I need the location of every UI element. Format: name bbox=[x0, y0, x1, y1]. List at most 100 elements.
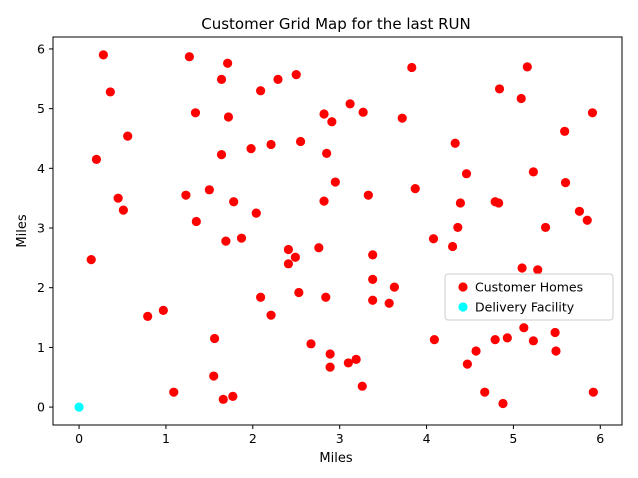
customer-home-point bbox=[358, 107, 368, 117]
legend: Customer Homes Delivery Facility bbox=[444, 273, 614, 321]
customer-home-point bbox=[428, 234, 439, 244]
customer-home-point bbox=[551, 346, 561, 356]
customer-home-point bbox=[502, 333, 512, 343]
customer-home-point bbox=[389, 282, 399, 292]
customer-home-point bbox=[216, 74, 227, 84]
customer-home-point bbox=[582, 215, 592, 225]
y-tick-label: 4 bbox=[37, 161, 45, 176]
customer-home-point bbox=[190, 108, 201, 118]
customer-home-point bbox=[351, 354, 361, 364]
customer-home-point bbox=[113, 193, 123, 203]
legend-box bbox=[444, 273, 614, 321]
customer-home-point bbox=[191, 216, 201, 227]
customer-home-point bbox=[218, 394, 228, 404]
customer-home-point bbox=[123, 131, 133, 141]
customer-home-point bbox=[587, 108, 598, 118]
customer-home-point bbox=[216, 149, 227, 160]
customer-home-point bbox=[574, 206, 585, 216]
axis-ticks: 0 1 2 3 4 5 6 0 1 2 3 4 5 6 bbox=[37, 41, 604, 446]
customer-home-point bbox=[105, 87, 115, 97]
customer-home-point bbox=[98, 50, 108, 60]
customer-home-point bbox=[223, 58, 233, 68]
customer-home-point bbox=[322, 148, 332, 158]
customer-home-point bbox=[158, 305, 168, 315]
customer-home-point bbox=[229, 197, 239, 207]
customer-home-point bbox=[522, 62, 532, 72]
customer-home-point bbox=[410, 184, 420, 194]
customer-home-point bbox=[169, 387, 179, 397]
plot-area-frame bbox=[52, 36, 623, 426]
customer-home-point bbox=[321, 292, 331, 302]
customer-home-point bbox=[283, 244, 294, 255]
y-tick-label: 1 bbox=[37, 340, 45, 355]
customer-home-point bbox=[330, 177, 340, 187]
customer-home-point bbox=[397, 113, 407, 123]
customer-home-point bbox=[209, 371, 219, 381]
y-tick-label: 0 bbox=[37, 400, 45, 415]
customer-home-point bbox=[560, 178, 571, 188]
customer-home-point bbox=[368, 295, 378, 305]
customer-home-point bbox=[480, 387, 490, 397]
customer-home-point bbox=[143, 311, 153, 321]
customer-home-point bbox=[290, 252, 300, 262]
customer-home-point bbox=[343, 358, 353, 368]
customer-home-point bbox=[294, 287, 304, 298]
customer-home-point bbox=[221, 236, 231, 246]
customer-home-point bbox=[118, 205, 128, 215]
customer-home-point bbox=[550, 327, 560, 338]
y-tick-label: 6 bbox=[37, 41, 45, 56]
customer-home-point bbox=[429, 335, 439, 345]
customer-home-point bbox=[291, 70, 301, 80]
customer-home-point bbox=[494, 84, 505, 94]
customer-home-point bbox=[184, 52, 194, 62]
y-tick-label: 5 bbox=[37, 101, 45, 116]
delivery-facility-point bbox=[74, 402, 84, 412]
customer-home-point bbox=[519, 323, 529, 333]
customer-home-point bbox=[528, 167, 538, 177]
customer-home-point bbox=[319, 109, 329, 119]
legend-entry-label: Delivery Facility bbox=[475, 300, 575, 315]
legend-entry-label: Customer Homes bbox=[475, 280, 583, 295]
customer-home-point bbox=[560, 126, 570, 136]
customer-home-point bbox=[246, 144, 256, 154]
customer-home-point bbox=[462, 359, 472, 369]
y-axis-label: Miles bbox=[15, 214, 30, 247]
customer-home-point bbox=[498, 398, 508, 409]
customer-home-point bbox=[86, 255, 96, 265]
customer-home-point bbox=[517, 263, 527, 273]
legend-marker bbox=[458, 302, 468, 312]
customer-home-point bbox=[450, 138, 460, 148]
customer-home-point bbox=[327, 117, 337, 127]
customer-home-point bbox=[471, 346, 481, 356]
customer-home-point bbox=[528, 336, 538, 346]
customer-home-point bbox=[283, 259, 294, 269]
customer-home-point bbox=[256, 292, 266, 302]
x-tick-label: 1 bbox=[162, 431, 170, 446]
customer-home-point bbox=[251, 208, 261, 218]
y-tick-label: 3 bbox=[37, 221, 45, 236]
customer-home-point bbox=[357, 381, 367, 391]
customer-home-point bbox=[516, 93, 526, 104]
customer-home-point bbox=[345, 99, 355, 109]
customer-home-point bbox=[384, 298, 394, 308]
customer-home-point bbox=[228, 391, 238, 401]
customer-home-point bbox=[266, 310, 276, 320]
x-tick-label: 5 bbox=[509, 431, 517, 446]
customer-home-point bbox=[181, 190, 191, 200]
customer-home-point bbox=[306, 339, 316, 349]
y-tick-label: 2 bbox=[37, 280, 45, 295]
customer-home-point bbox=[236, 233, 247, 243]
customer-home-point bbox=[295, 136, 306, 147]
customer-home-point bbox=[319, 196, 329, 206]
customer-home-point bbox=[325, 362, 335, 372]
customer-home-point bbox=[490, 335, 500, 345]
x-tick-label: 4 bbox=[423, 431, 431, 446]
chart-title: Customer Grid Map for the last RUN bbox=[201, 15, 471, 33]
customer-home-point bbox=[494, 198, 504, 208]
customer-home-point bbox=[461, 169, 472, 179]
customer-home-point bbox=[325, 349, 335, 359]
customer-home-point bbox=[314, 243, 324, 253]
data-points bbox=[74, 50, 598, 412]
x-tick-label: 3 bbox=[336, 431, 344, 446]
